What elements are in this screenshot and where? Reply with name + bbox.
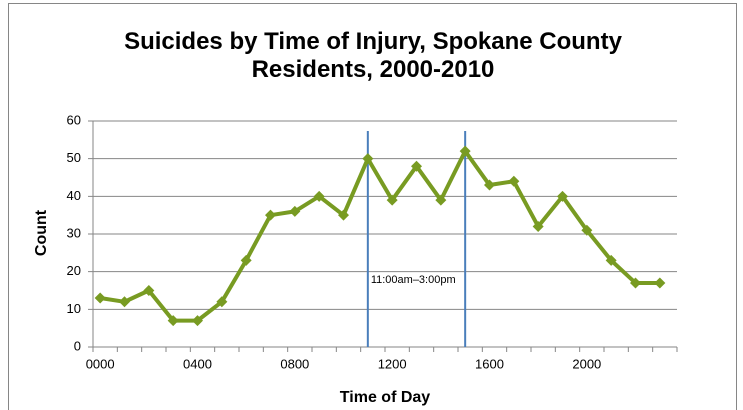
data-point xyxy=(484,179,495,191)
data-point xyxy=(362,153,374,165)
data-point xyxy=(192,315,203,327)
y-tick-label: 50 xyxy=(67,150,81,165)
data-point xyxy=(532,220,544,232)
chart-title: Suicides by Time of Injury, Spokane Coun… xyxy=(124,28,622,83)
x-tick-label: 0400 xyxy=(183,356,212,371)
x-tick-label: 1600 xyxy=(475,356,504,371)
data-point xyxy=(605,254,617,266)
y-tick-label: 60 xyxy=(67,112,81,127)
annotation-text: 11:00am–3:00pm xyxy=(371,274,456,286)
data-point xyxy=(167,315,179,327)
y-axis-label: Count xyxy=(33,209,50,256)
x-tick-label: 1200 xyxy=(378,356,407,371)
data-point xyxy=(338,209,349,221)
chart-frame xyxy=(8,3,737,410)
x-axis-label: Time of Day xyxy=(340,389,431,406)
x-tick-label: 0800 xyxy=(280,356,309,371)
y-tick-label: 20 xyxy=(67,263,81,278)
data-point xyxy=(581,224,593,236)
data-point xyxy=(216,296,228,308)
y-tick-label: 0 xyxy=(74,338,81,353)
data-point xyxy=(94,292,106,304)
data-point xyxy=(508,175,520,187)
data-point xyxy=(557,190,568,202)
data-point xyxy=(459,145,471,157)
data-point xyxy=(119,296,130,308)
y-tick-label: 10 xyxy=(67,301,81,316)
data-point xyxy=(630,277,641,289)
data-point xyxy=(654,277,666,289)
y-tick-label: 40 xyxy=(67,188,81,203)
data-point xyxy=(265,209,276,221)
data-point xyxy=(435,194,447,206)
data-point xyxy=(411,160,422,172)
y-tick-label: 30 xyxy=(67,225,81,240)
data-point xyxy=(240,254,252,266)
data-point xyxy=(386,194,398,206)
data-point xyxy=(289,205,301,217)
x-tick-label: 0000 xyxy=(86,356,115,371)
x-tick-label: 2000 xyxy=(572,356,601,371)
data-point xyxy=(313,190,325,202)
data-point xyxy=(143,285,155,296)
